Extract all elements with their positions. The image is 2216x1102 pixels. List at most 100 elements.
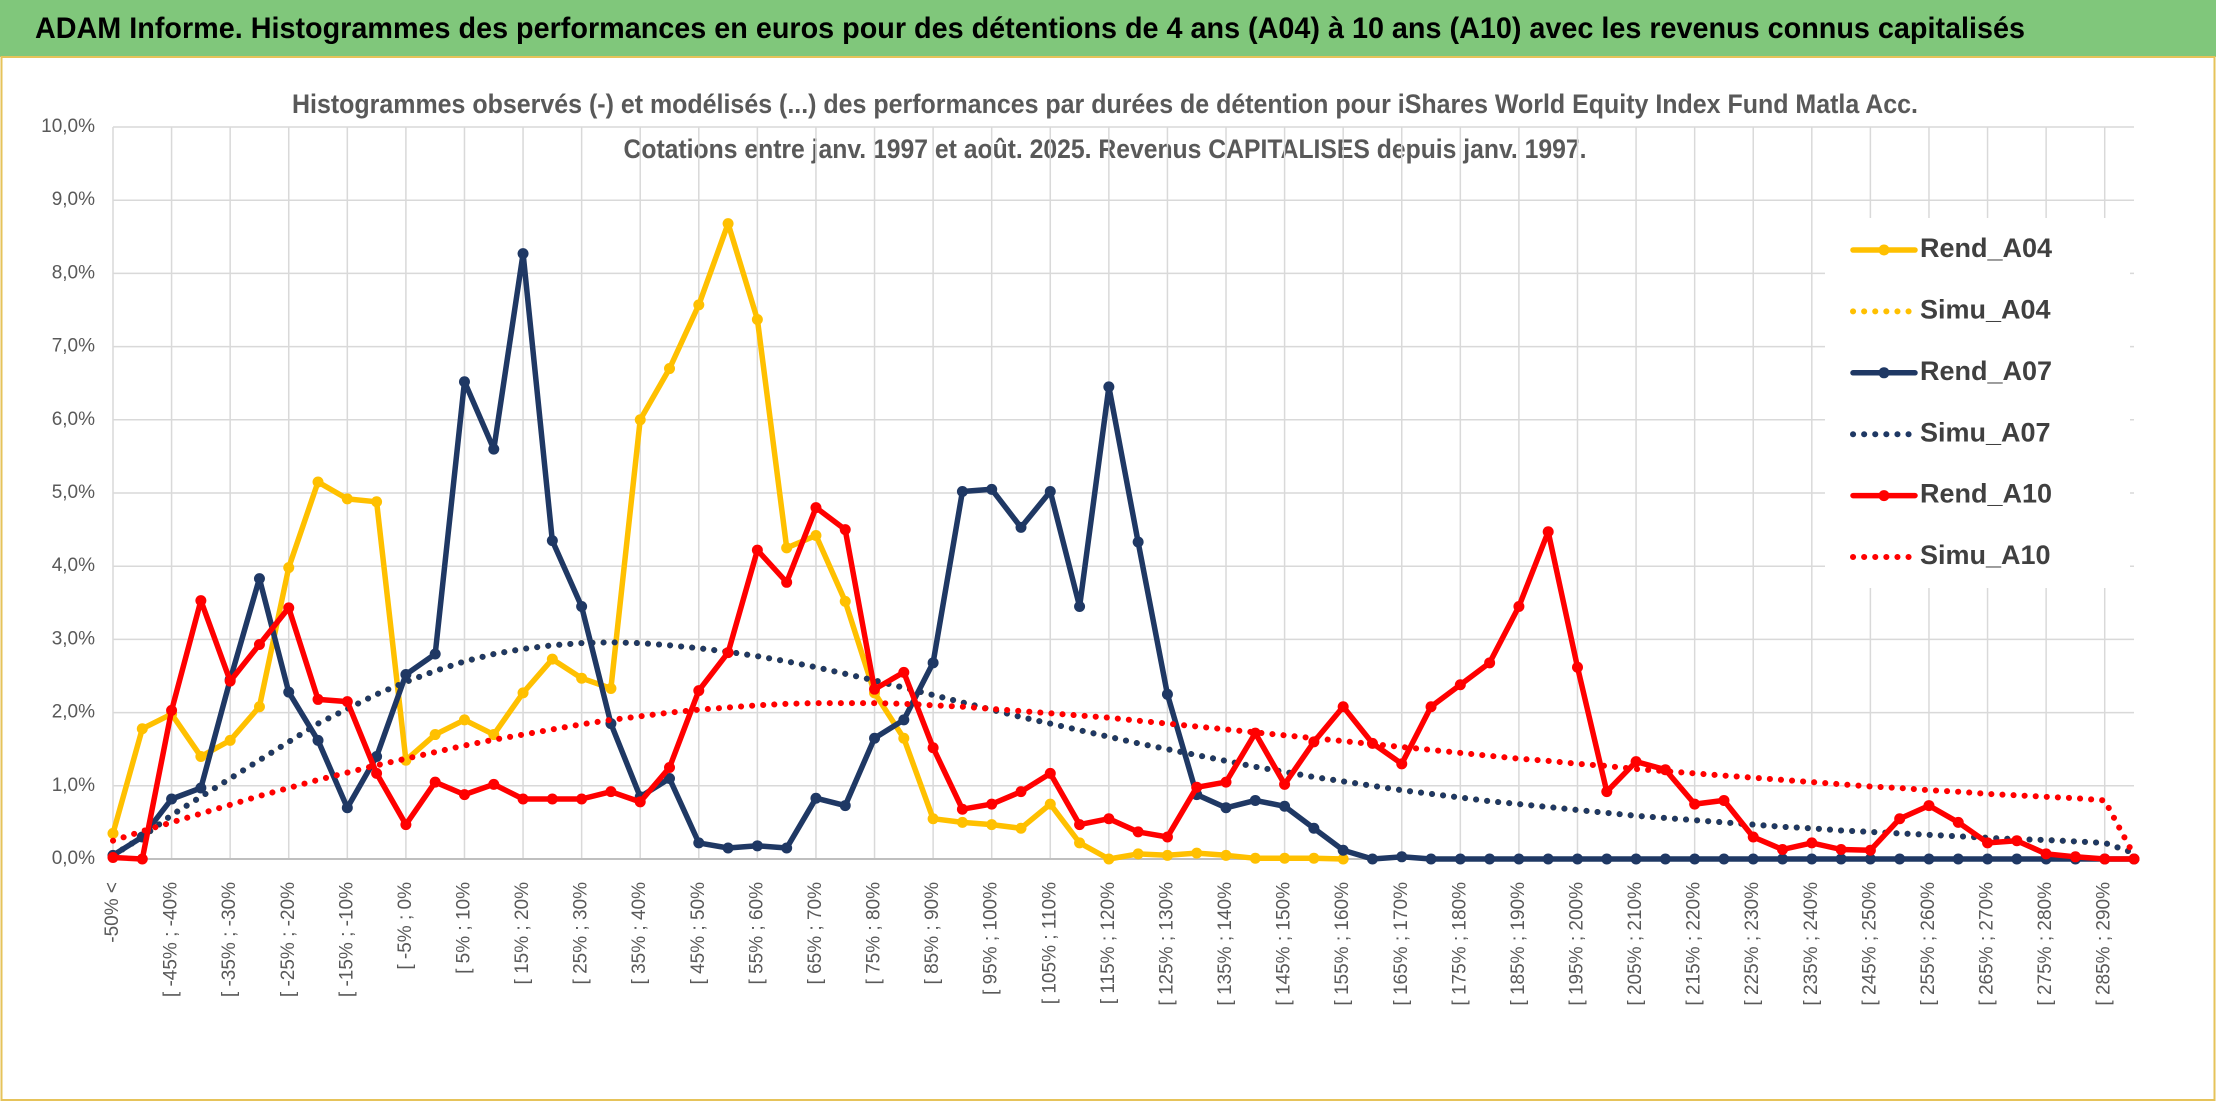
- x-tick-label: [ 285% ; 290%: [2094, 882, 2115, 1006]
- point: [1279, 778, 1291, 790]
- point: [2069, 851, 2081, 863]
- point: [2099, 853, 2111, 865]
- point: [458, 789, 470, 801]
- point: [605, 682, 617, 694]
- point: [517, 687, 529, 699]
- y-tick-label: 5,0%: [52, 482, 95, 503]
- point: [956, 816, 968, 828]
- point: [1074, 600, 1086, 612]
- y-tick-label: 8,0%: [52, 262, 95, 283]
- legend-label: Rend_A04: [1920, 233, 2052, 263]
- point: [1454, 679, 1466, 691]
- x-tick-label: [ 55% ; 60%: [746, 882, 767, 985]
- x-tick-label: [ 255% ; 260%: [1918, 882, 1939, 1006]
- point: [1044, 767, 1056, 779]
- x-tick-label: [ 15% ; 20%: [512, 882, 533, 985]
- point: [341, 802, 353, 814]
- point: [781, 576, 793, 588]
- point: [1191, 847, 1203, 859]
- point: [751, 840, 763, 852]
- point: [1249, 852, 1261, 864]
- point: [781, 842, 793, 854]
- point: [1015, 822, 1027, 834]
- point: [605, 786, 617, 798]
- point: [1513, 853, 1525, 865]
- point: [1982, 853, 1994, 865]
- point: [751, 314, 763, 326]
- x-tick-label: [ 45% ; 50%: [688, 882, 709, 985]
- point: [488, 443, 500, 455]
- point: [1777, 843, 1789, 855]
- point: [1571, 853, 1583, 865]
- point: [722, 218, 734, 230]
- point: [1132, 536, 1144, 548]
- point: [2011, 835, 2023, 847]
- x-tick-label: -50% <: [102, 882, 123, 943]
- point: [927, 813, 939, 825]
- x-tick-label: [ 205% ; 210%: [1625, 882, 1646, 1006]
- legend-box: [1825, 218, 2130, 588]
- x-tick-label: [ 195% ; 200%: [1567, 882, 1588, 1006]
- x-tick-label: [ -35% ; -30%: [219, 882, 240, 997]
- point: [1279, 800, 1291, 812]
- point: [1308, 822, 1320, 834]
- point: [986, 798, 998, 810]
- point: [1279, 852, 1291, 864]
- point: [136, 723, 148, 735]
- point: [781, 542, 793, 554]
- point: [986, 819, 998, 831]
- point: [927, 657, 939, 669]
- point: [283, 686, 295, 698]
- point: [664, 772, 676, 784]
- point: [634, 796, 646, 808]
- x-tick-label: [ 235% ; 240%: [1801, 882, 1822, 1006]
- point: [312, 693, 324, 705]
- point: [751, 544, 763, 556]
- point: [1630, 853, 1642, 865]
- chart-title: Histogrammes observés (-) et modélisés (…: [292, 89, 1918, 119]
- point: [1923, 853, 1935, 865]
- point: [810, 529, 822, 541]
- point: [400, 669, 412, 681]
- x-tick-label: [ 165% ; 170%: [1391, 882, 1412, 1006]
- point: [1103, 853, 1115, 865]
- point: [1074, 819, 1086, 831]
- point: [1542, 526, 1554, 538]
- x-tick-label: [ 125% ; 130%: [1156, 882, 1177, 1006]
- point: [693, 685, 705, 697]
- legend-marker: [1878, 244, 1890, 256]
- point: [1923, 800, 1935, 812]
- y-tick-label: 2,0%: [52, 702, 95, 723]
- point: [371, 496, 383, 508]
- point: [576, 600, 588, 612]
- point: [1132, 848, 1144, 860]
- point: [1015, 786, 1027, 798]
- point: [1015, 521, 1027, 533]
- point: [693, 299, 705, 311]
- point: [898, 732, 910, 744]
- legend-label: Simu_A10: [1920, 540, 2051, 570]
- observed-line: [110, 504, 2137, 862]
- header-bar: [0, 0, 2216, 57]
- point: [1103, 813, 1115, 825]
- point: [1718, 794, 1730, 806]
- point: [1894, 853, 1906, 865]
- point: [1337, 844, 1349, 856]
- x-tick-label: [ 175% ; 180%: [1449, 882, 1470, 1006]
- point: [1044, 798, 1056, 810]
- point: [2040, 848, 2052, 860]
- point: [634, 414, 646, 426]
- point: [1337, 853, 1349, 865]
- point: [1484, 853, 1496, 865]
- point: [1161, 849, 1173, 861]
- point: [1952, 853, 1964, 865]
- point: [927, 742, 939, 754]
- y-tick-label: 4,0%: [52, 555, 95, 576]
- x-tick-label: [ 225% ; 230%: [1742, 882, 1763, 1006]
- point: [458, 714, 470, 726]
- point: [810, 502, 822, 514]
- point: [195, 751, 207, 763]
- point: [546, 653, 558, 665]
- point: [1835, 853, 1847, 865]
- point: [283, 562, 295, 574]
